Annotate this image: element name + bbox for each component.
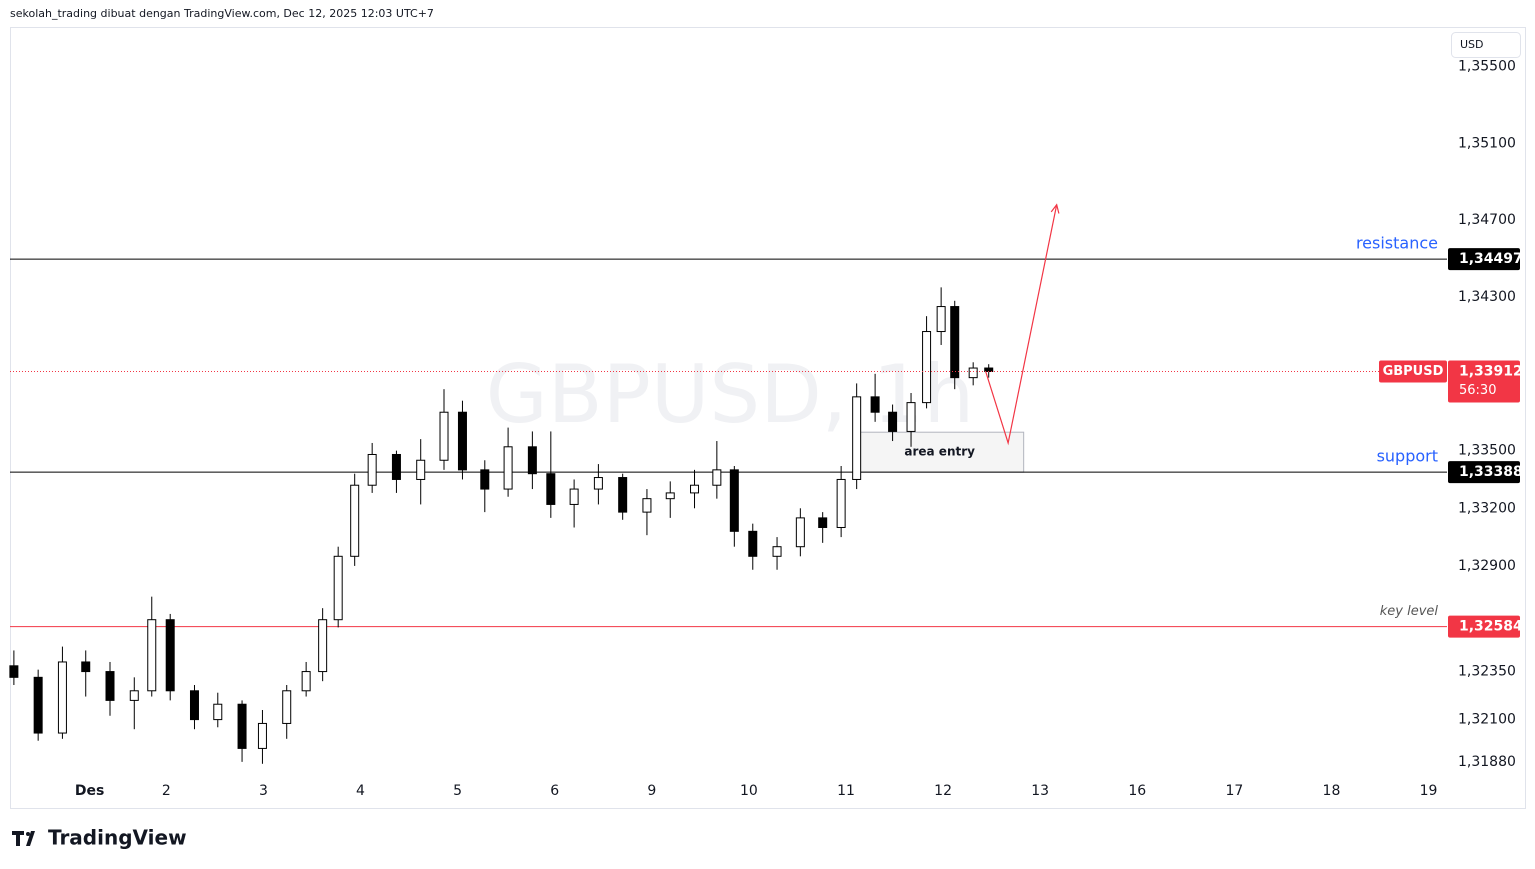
candle-body: [818, 517, 828, 528]
candle-body: [888, 411, 898, 432]
candle-body: [416, 459, 426, 480]
candle-body: [503, 446, 513, 490]
candle-body: [318, 619, 328, 673]
level-price-box: [1448, 248, 1520, 271]
candle-body: [189, 690, 199, 721]
x-tick-label: 9: [647, 783, 656, 799]
level-name: resistance: [1356, 234, 1438, 253]
candle-body: [852, 396, 862, 480]
zone-label: area entry: [904, 445, 975, 459]
x-tick-label: 5: [453, 783, 462, 799]
candle-body: [836, 478, 846, 528]
x-tick-label: 18: [1323, 783, 1341, 799]
level-price: 1,32584: [1459, 619, 1523, 635]
candle-body: [729, 469, 739, 532]
candle-body: [480, 469, 490, 490]
candle-body: [33, 676, 43, 734]
candle-body: [712, 469, 722, 486]
candle-body: [237, 703, 247, 749]
symbol-label: GBPUSD: [1383, 364, 1444, 379]
x-tick-label: Des: [75, 783, 104, 799]
candle-body: [984, 367, 994, 372]
logo: [12, 831, 35, 846]
last-price: 1,33912: [1459, 363, 1523, 379]
candle-body: [922, 331, 932, 404]
level-name: support: [1377, 447, 1438, 466]
level-price-box: [1448, 461, 1520, 484]
candle-body: [665, 492, 675, 500]
candle-body: [81, 661, 91, 673]
y-tick-label: 1,32350: [1458, 664, 1516, 680]
candle-body: [439, 411, 449, 461]
arrow-head: [1050, 203, 1060, 214]
candle-body: [57, 661, 67, 734]
candle-body: [527, 446, 537, 475]
x-tick-label: 10: [740, 783, 758, 799]
x-tick-label: 19: [1420, 783, 1438, 799]
candle-body: [795, 517, 805, 548]
y-tick-label: 1,33500: [1458, 443, 1516, 459]
candle-body: [367, 453, 377, 486]
candle-body: [213, 703, 223, 721]
currency-box[interactable]: [1451, 32, 1521, 58]
y-tick-label: 1,33200: [1458, 500, 1516, 516]
candle-body: [618, 477, 628, 513]
candle-body: [772, 546, 782, 557]
candle-body: [936, 306, 946, 333]
candle-body: [968, 367, 978, 379]
candle-body: [9, 665, 19, 678]
candle-body: [147, 619, 157, 692]
header: sekolah_trading dibuat dengan TradingVie…: [10, 7, 434, 20]
level-price: 1,34497: [1459, 251, 1523, 267]
candle-body: [546, 473, 556, 505]
x-tick-label: 11: [837, 783, 855, 799]
candle-body: [950, 306, 960, 379]
frame: [10, 27, 1526, 809]
candle-body: [129, 690, 139, 701]
currency[interactable]: USD: [1460, 38, 1484, 51]
y-tick-label: 1,35100: [1458, 135, 1516, 151]
level-price: 1,33388: [1459, 464, 1523, 480]
x-tick-label: 16: [1128, 783, 1146, 799]
x-tick-label: 2: [162, 783, 171, 799]
last-price-box: [1448, 360, 1520, 403]
x-tick-label: 6: [550, 783, 559, 799]
y-tick-label: 1,31880: [1458, 754, 1516, 770]
x-tick-label: 12: [934, 783, 952, 799]
x-tick-label: 17: [1225, 783, 1243, 799]
x-tick-label: 3: [259, 783, 268, 799]
x-tick-label: 13: [1031, 783, 1049, 799]
candle-body: [748, 530, 758, 557]
y-tick-label: 1,35500: [1458, 58, 1516, 74]
y-tick-label: 1,34700: [1458, 212, 1516, 228]
candle-body: [642, 498, 652, 513]
y-tick-label: 1,32100: [1458, 712, 1516, 728]
symbol-box: [1379, 360, 1447, 383]
y-tick-label: 1,34300: [1458, 289, 1516, 305]
candle-body: [301, 671, 311, 692]
candle-body: [569, 488, 579, 505]
candle-body: [906, 402, 916, 432]
candle-body: [350, 484, 360, 557]
candle-body: [593, 477, 603, 490]
candle-body: [870, 396, 880, 413]
candle-body: [333, 555, 343, 621]
level-name: key level: [1380, 604, 1439, 619]
candle-body: [257, 722, 267, 749]
candle-body: [105, 671, 115, 701]
candle-body: [457, 411, 467, 471]
brand: TradingView: [48, 826, 187, 850]
candle-body: [391, 453, 401, 480]
candle-body: [282, 690, 292, 724]
y-tick-label: 1,32900: [1458, 558, 1516, 574]
projection-path: [985, 204, 1058, 446]
level-price-box: [1448, 615, 1520, 638]
watermark: GBPUSD, 1h: [486, 348, 975, 441]
candle-body: [690, 484, 700, 494]
candle-body: [165, 619, 175, 692]
countdown: 56:30: [1459, 383, 1496, 398]
x-tick-label: 4: [356, 783, 365, 799]
